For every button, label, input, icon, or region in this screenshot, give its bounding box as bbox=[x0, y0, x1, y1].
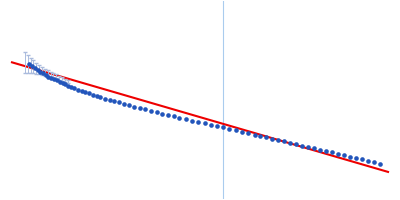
Point bbox=[226, 127, 232, 130]
Point bbox=[220, 126, 226, 129]
Point bbox=[329, 151, 336, 154]
Point bbox=[341, 154, 348, 157]
Point bbox=[347, 155, 354, 158]
Point bbox=[232, 129, 239, 132]
Point bbox=[293, 143, 300, 146]
Point bbox=[90, 93, 96, 96]
Point bbox=[121, 102, 127, 105]
Point bbox=[305, 145, 312, 149]
Point bbox=[323, 149, 330, 153]
Point bbox=[78, 89, 85, 93]
Point bbox=[269, 137, 276, 140]
Point bbox=[54, 79, 60, 82]
Point bbox=[245, 132, 251, 135]
Point bbox=[251, 133, 258, 136]
Point bbox=[102, 97, 108, 100]
Point bbox=[335, 152, 342, 155]
Point bbox=[111, 99, 118, 103]
Point bbox=[116, 101, 122, 104]
Point bbox=[82, 91, 88, 94]
Point bbox=[376, 163, 383, 166]
Point bbox=[353, 156, 360, 159]
Point bbox=[28, 64, 35, 67]
Point bbox=[51, 78, 57, 81]
Point bbox=[317, 148, 324, 151]
Point bbox=[74, 88, 81, 91]
Point bbox=[34, 68, 41, 71]
Point bbox=[45, 75, 52, 78]
Point bbox=[60, 81, 66, 84]
Point bbox=[170, 115, 177, 118]
Point bbox=[257, 134, 263, 138]
Point bbox=[97, 96, 104, 99]
Point bbox=[57, 80, 63, 83]
Point bbox=[37, 70, 43, 74]
Point bbox=[48, 76, 55, 80]
Point bbox=[31, 67, 38, 70]
Point bbox=[159, 112, 166, 115]
Point bbox=[154, 111, 160, 114]
Point bbox=[62, 83, 68, 86]
Point bbox=[165, 113, 171, 117]
Point bbox=[142, 108, 149, 111]
Point bbox=[263, 136, 269, 139]
Point bbox=[188, 119, 195, 122]
Point bbox=[71, 87, 77, 90]
Point bbox=[126, 104, 132, 107]
Point bbox=[371, 161, 378, 164]
Point bbox=[281, 140, 288, 143]
Point bbox=[287, 141, 294, 144]
Point bbox=[299, 144, 306, 147]
Point bbox=[214, 124, 220, 128]
Point bbox=[137, 106, 143, 109]
Point bbox=[311, 147, 318, 150]
Point bbox=[40, 72, 46, 75]
Point bbox=[239, 130, 245, 133]
Point bbox=[182, 118, 189, 121]
Point bbox=[365, 159, 372, 162]
Point bbox=[26, 62, 32, 66]
Point bbox=[131, 105, 137, 108]
Point bbox=[68, 85, 74, 89]
Point bbox=[43, 73, 49, 77]
Point bbox=[207, 123, 214, 126]
Point bbox=[86, 92, 92, 95]
Point bbox=[93, 94, 100, 97]
Point bbox=[195, 120, 201, 124]
Point bbox=[106, 98, 113, 101]
Point bbox=[148, 109, 154, 113]
Point bbox=[176, 116, 182, 119]
Point bbox=[201, 122, 208, 125]
Point bbox=[359, 158, 366, 161]
Point bbox=[65, 84, 72, 87]
Point bbox=[275, 138, 282, 142]
